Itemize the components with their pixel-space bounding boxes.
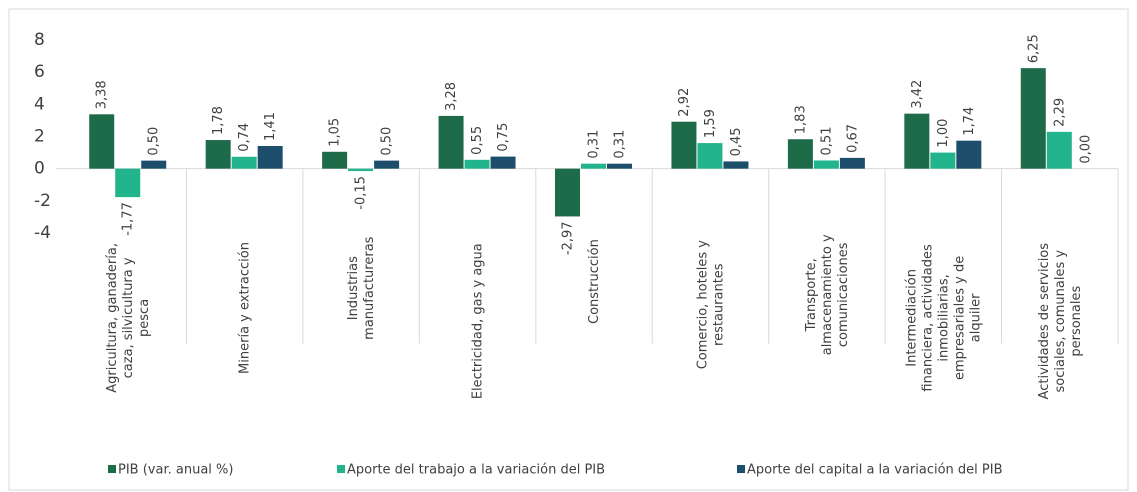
bar — [374, 160, 400, 169]
value-label: 0,50 — [147, 127, 162, 156]
value-label: 1,83 — [793, 105, 808, 134]
bar — [231, 156, 257, 169]
legend-swatch — [737, 465, 745, 473]
y-tick-label: 4 — [34, 94, 45, 114]
value-label: 0,31 — [613, 130, 628, 159]
y-tick-label: -4 — [34, 223, 51, 243]
bar — [787, 139, 813, 169]
bar — [1046, 131, 1072, 169]
bar — [904, 113, 930, 169]
legend-swatch — [337, 465, 345, 473]
bar — [813, 160, 839, 169]
value-label: 3,38 — [95, 80, 110, 109]
value-label: 0,45 — [729, 127, 744, 156]
x-tick-label: Industriasmanufactureras — [346, 236, 377, 340]
value-label: 0,67 — [845, 124, 860, 153]
value-label: 0,74 — [237, 123, 252, 152]
value-label: 3,28 — [444, 82, 459, 111]
bar — [930, 152, 956, 169]
y-tick-label: 0 — [34, 159, 45, 179]
value-label: -0,15 — [354, 176, 369, 210]
bar — [671, 121, 697, 169]
value-label: 1,00 — [936, 119, 951, 148]
legend-swatch — [108, 465, 116, 473]
x-tick-label: Actividades de serviciossociales, comuna… — [1037, 243, 1084, 400]
x-tick-label: Intermediaciónfinanciera, actividadesinm… — [904, 244, 983, 392]
value-label: 0,75 — [496, 123, 511, 152]
bar — [115, 168, 141, 198]
value-label: 2,92 — [677, 88, 692, 117]
bar — [607, 163, 632, 169]
chart-frame — [8, 8, 1129, 491]
y-tick-label: 8 — [34, 30, 45, 50]
bar — [697, 143, 723, 169]
y-tick-label: 6 — [34, 62, 45, 82]
x-tick-label: Construcción — [587, 239, 602, 324]
value-label: 2,29 — [1052, 98, 1067, 127]
value-label: 0,50 — [380, 127, 395, 156]
bar — [581, 163, 606, 169]
bar — [723, 161, 749, 169]
legend-label: Aporte del trabajo a la variación del PI… — [347, 463, 605, 478]
bar — [257, 145, 283, 169]
bar — [438, 115, 464, 169]
value-label: 6,25 — [1026, 34, 1041, 63]
value-label: -2,97 — [561, 221, 576, 255]
x-tick-label: Comercio, hoteles yrestaurantes — [695, 240, 726, 370]
bar — [464, 159, 490, 169]
y-tick-label: 2 — [34, 127, 45, 147]
x-tick-label: Minería y extracción — [238, 242, 253, 374]
value-label: 3,42 — [910, 80, 925, 109]
legend-label: Aporte del capital a la variación del PI… — [747, 463, 1003, 478]
value-label: 0,00 — [1078, 135, 1093, 164]
bar — [839, 157, 865, 169]
bar — [956, 140, 982, 169]
x-tick-label: Electricidad, gas y agua — [471, 243, 486, 399]
value-label: 1,74 — [962, 107, 977, 136]
bar — [490, 156, 516, 169]
value-label: -1,77 — [121, 202, 136, 236]
x-tick-label: Agricultura, ganadería,caza, silvicultur… — [105, 243, 152, 393]
value-label: 1,59 — [703, 109, 718, 138]
value-label: 0,31 — [587, 130, 602, 159]
value-label: 1,05 — [328, 118, 343, 147]
value-label: 0,51 — [819, 127, 834, 156]
value-label: 1,78 — [211, 106, 226, 135]
x-tick-label: Transporte,almacenamiento ycomunicacione… — [804, 234, 851, 355]
bar — [1020, 68, 1046, 169]
bar — [89, 114, 115, 169]
bar — [555, 168, 580, 217]
value-label: 0,55 — [470, 126, 485, 155]
value-label: 1,41 — [263, 112, 278, 141]
bar — [205, 140, 231, 169]
legend-label: PIB (var. anual %) — [118, 463, 233, 478]
bar — [141, 160, 167, 169]
bar — [322, 151, 348, 169]
y-tick-label: -2 — [34, 191, 51, 211]
bar — [348, 168, 374, 172]
